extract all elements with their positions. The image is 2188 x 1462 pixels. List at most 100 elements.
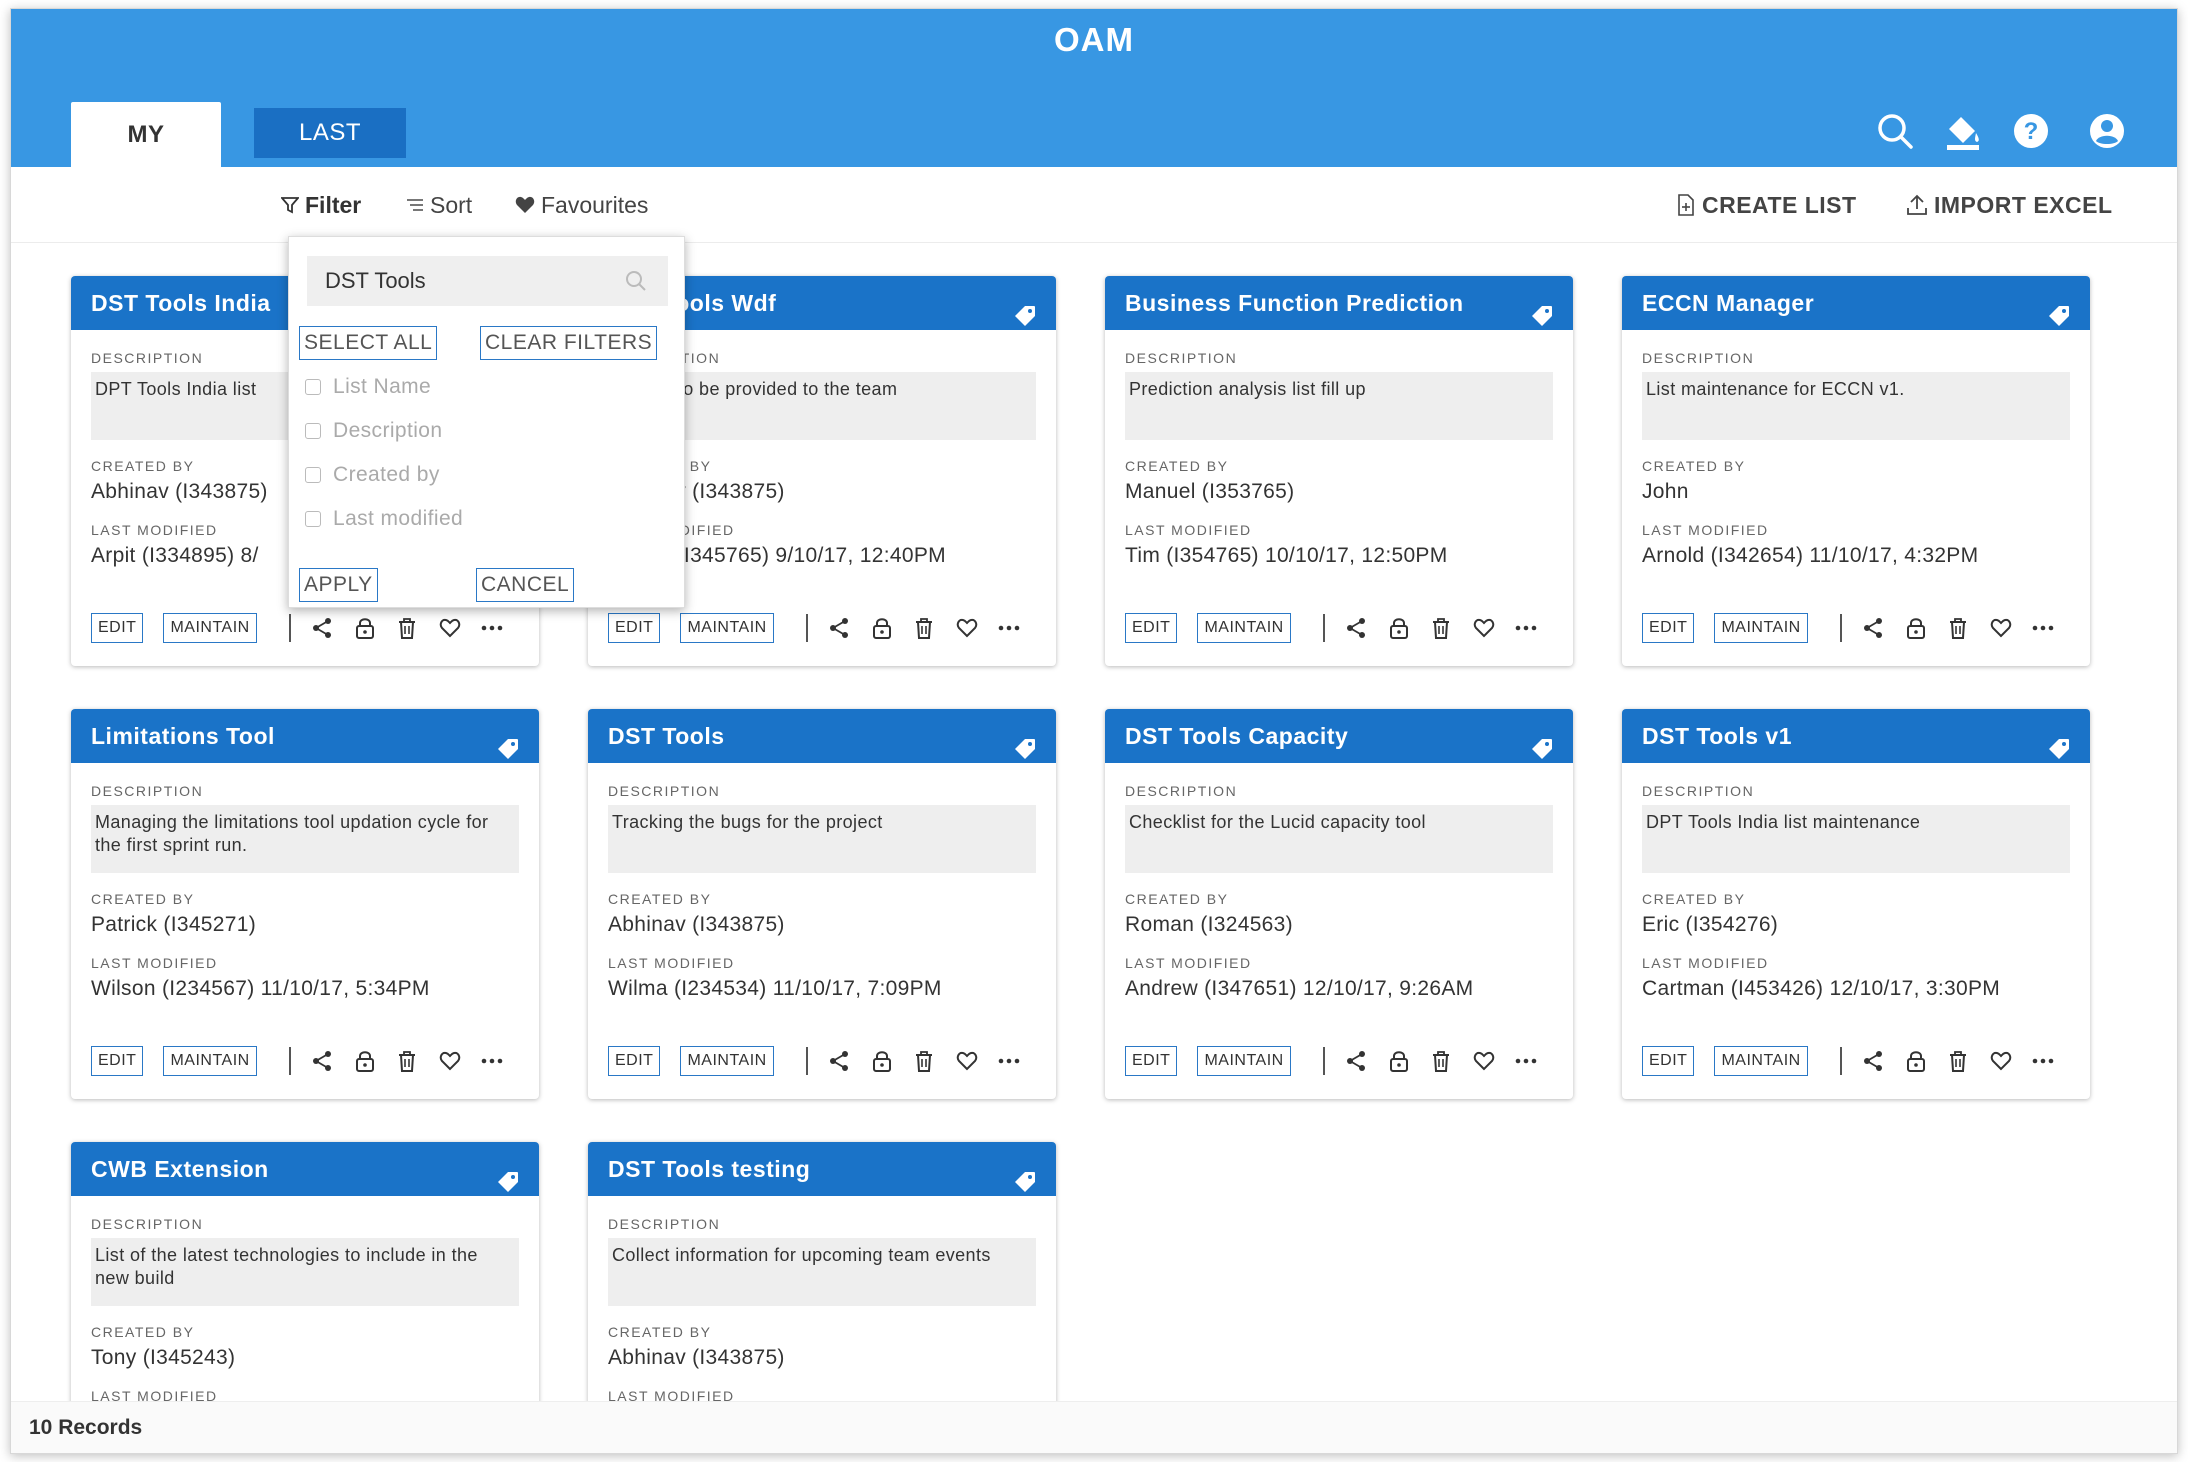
list-card[interactable]: DST Tools v1 DESCRIPTION DPT Tools India l… <box>1622 709 2090 1099</box>
edit-button[interactable]: EDIT <box>608 1046 661 1076</box>
more-icon[interactable] <box>1513 1047 1540 1075</box>
card-title[interactable]: DST Tools <box>608 723 725 749</box>
lock-icon[interactable] <box>351 614 378 642</box>
checkbox[interactable] <box>305 423 321 439</box>
tag-icon[interactable] <box>1014 292 1036 326</box>
share-icon[interactable] <box>826 1047 853 1075</box>
card-title[interactable]: Limitations Tool <box>91 723 275 749</box>
more-icon[interactable] <box>1513 614 1540 642</box>
card-title[interactable]: Business Function Prediction <box>1125 290 1464 316</box>
maintain-button[interactable]: MAINTAIN <box>163 1046 257 1076</box>
card-title[interactable]: DST Tools India <box>91 290 271 316</box>
heart-icon[interactable] <box>953 1047 980 1075</box>
share-icon[interactable] <box>1343 614 1370 642</box>
paint-bucket-icon[interactable] <box>1939 107 1987 155</box>
import-excel-button[interactable]: IMPORT EXCEL <box>1906 189 2113 221</box>
tag-icon[interactable] <box>1531 725 1553 759</box>
filter-option-last-modified[interactable]: Last modified <box>305 507 463 531</box>
heart-icon[interactable] <box>1987 1047 2014 1075</box>
edit-button[interactable]: EDIT <box>1125 613 1178 643</box>
card-title[interactable]: DST Tools v1 <box>1642 723 1792 749</box>
lock-icon[interactable] <box>868 1047 895 1075</box>
trash-icon[interactable] <box>1945 1047 1972 1075</box>
share-icon[interactable] <box>826 614 853 642</box>
edit-button[interactable]: EDIT <box>91 1046 144 1076</box>
sort-button[interactable]: Sort <box>406 189 472 221</box>
maintain-button[interactable]: MAINTAIN <box>163 613 257 643</box>
more-icon[interactable] <box>996 614 1023 642</box>
create-list-button[interactable]: CREATE LIST <box>1676 189 1857 221</box>
lock-icon[interactable] <box>1385 1047 1412 1075</box>
tab-last-used[interactable]: LAST USED <box>254 108 406 196</box>
tab-my-lists[interactable]: MY LISTS <box>71 102 221 213</box>
heart-icon[interactable] <box>436 1047 463 1075</box>
apply-button[interactable]: APPLY <box>299 568 378 602</box>
more-icon[interactable] <box>2030 1047 2057 1075</box>
filter-option-list-name[interactable]: List Name <box>305 375 431 399</box>
tag-icon[interactable] <box>2048 725 2070 759</box>
lock-icon[interactable] <box>351 1047 378 1075</box>
select-all-button[interactable]: SELECT ALL <box>299 326 438 360</box>
card-title[interactable]: DST Tools testing <box>608 1156 811 1182</box>
checkbox[interactable] <box>305 467 321 483</box>
share-icon[interactable] <box>309 1047 336 1075</box>
filter-option-created-by[interactable]: Created by <box>305 463 440 487</box>
edit-button[interactable]: EDIT <box>1642 613 1695 643</box>
lock-icon[interactable] <box>1385 614 1412 642</box>
search-icon[interactable] <box>1871 107 1919 155</box>
heart-icon[interactable] <box>1987 614 2014 642</box>
more-icon[interactable] <box>2030 614 2057 642</box>
filter-option-description[interactable]: Description <box>305 419 442 443</box>
tag-icon[interactable] <box>1014 725 1036 759</box>
tag-icon[interactable] <box>1014 1158 1036 1192</box>
more-icon[interactable] <box>479 614 506 642</box>
share-icon[interactable] <box>1343 1047 1370 1075</box>
more-icon[interactable] <box>479 1047 506 1075</box>
trash-icon[interactable] <box>911 614 938 642</box>
share-icon[interactable] <box>309 614 336 642</box>
list-card[interactable]: CWB Extension DESCRIPTION List of the late… <box>71 1142 539 1403</box>
tag-icon[interactable] <box>497 725 519 759</box>
tag-icon[interactable] <box>497 1158 519 1192</box>
list-card[interactable]: Business Function Prediction DESCRIPTION P… <box>1105 276 1573 666</box>
filter-button[interactable]: Filter <box>281 189 361 221</box>
checkbox[interactable] <box>305 379 321 395</box>
card-title[interactable]: ECCN Manager <box>1642 290 1815 316</box>
maintain-button[interactable]: MAINTAIN <box>1197 1046 1291 1076</box>
list-card[interactable]: ECCN Manager DESCRIPTION List maintenance … <box>1622 276 2090 666</box>
maintain-button[interactable]: MAINTAIN <box>680 1046 774 1076</box>
account-icon[interactable] <box>2083 107 2131 155</box>
heart-icon[interactable] <box>953 614 980 642</box>
lock-icon[interactable] <box>1902 614 1929 642</box>
filter-search-input[interactable] <box>307 256 668 306</box>
tag-icon[interactable] <box>2048 292 2070 326</box>
checkbox[interactable] <box>305 511 321 527</box>
trash-icon[interactable] <box>911 1047 938 1075</box>
card-title[interactable]: DST Tools Capacity <box>1125 723 1349 749</box>
card-title[interactable]: CWB Extension <box>91 1156 269 1182</box>
share-icon[interactable] <box>1860 614 1887 642</box>
edit-button[interactable]: EDIT <box>1642 1046 1695 1076</box>
lock-icon[interactable] <box>868 614 895 642</box>
lock-icon[interactable] <box>1902 1047 1929 1075</box>
share-icon[interactable] <box>1860 1047 1887 1075</box>
trash-icon[interactable] <box>1945 614 1972 642</box>
more-icon[interactable] <box>996 1047 1023 1075</box>
trash-icon[interactable] <box>1428 1047 1455 1075</box>
edit-button[interactable]: EDIT <box>1125 1046 1178 1076</box>
edit-button[interactable]: EDIT <box>608 613 661 643</box>
cancel-button[interactable]: CANCEL <box>476 568 575 602</box>
maintain-button[interactable]: MAINTAIN <box>1714 1046 1808 1076</box>
heart-icon[interactable] <box>1470 1047 1497 1075</box>
tag-icon[interactable] <box>1531 292 1553 326</box>
heart-icon[interactable] <box>436 614 463 642</box>
maintain-button[interactable]: MAINTAIN <box>1197 613 1291 643</box>
trash-icon[interactable] <box>394 614 421 642</box>
list-card[interactable]: DST Tools DESCRIPTION Tracking the bugs fo… <box>588 709 1056 1099</box>
clear-filters-button[interactable]: CLEAR FILTERS <box>480 326 658 360</box>
heart-icon[interactable] <box>1470 614 1497 642</box>
list-card[interactable]: Limitations Tool DESCRIPTION Managing the … <box>71 709 539 1099</box>
maintain-button[interactable]: MAINTAIN <box>1714 613 1808 643</box>
list-card[interactable]: DST Tools testing DESCRIPTION Collect info… <box>588 1142 1056 1403</box>
list-card[interactable]: DST Tools Capacity DESCRIPTION Checklist f… <box>1105 709 1573 1099</box>
